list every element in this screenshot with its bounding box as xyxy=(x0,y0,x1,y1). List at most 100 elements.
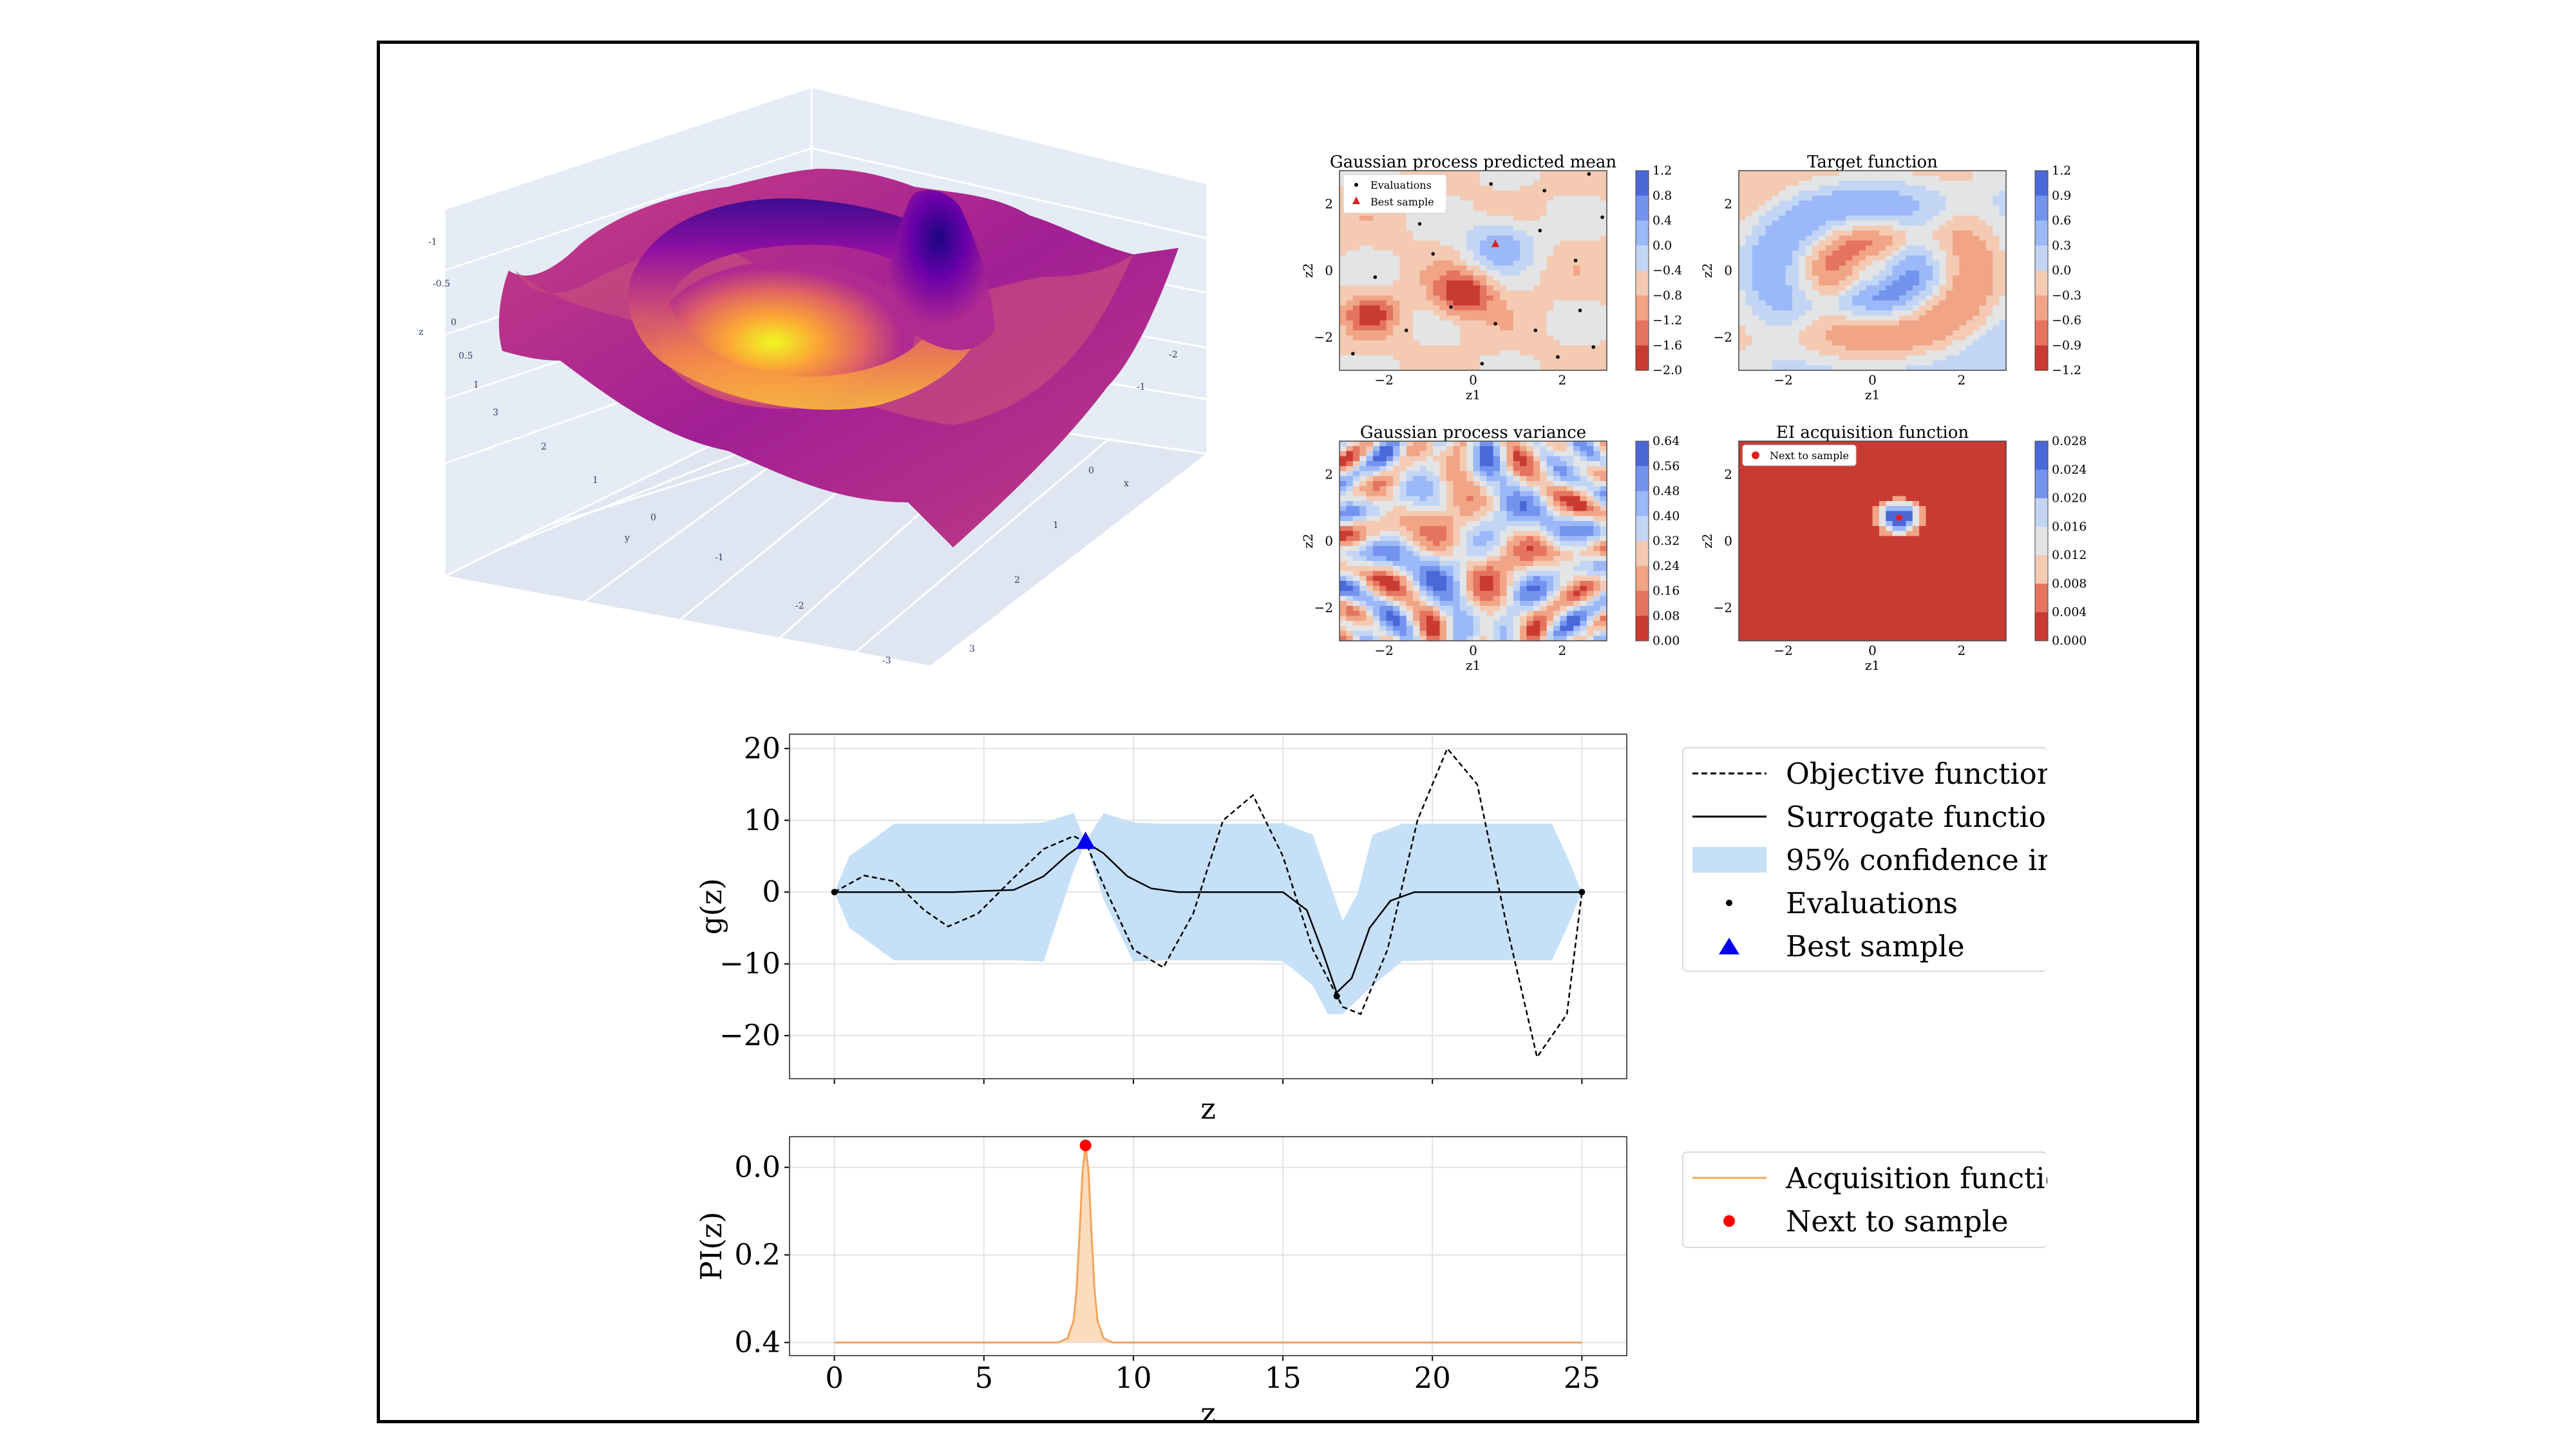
contour-cell xyxy=(1965,251,1973,256)
contour-cell xyxy=(1765,240,1773,246)
contour-cell xyxy=(1506,625,1514,632)
contour-cell xyxy=(1526,280,1534,286)
colorbar-label: 0.00 xyxy=(1653,634,1680,648)
contour-cell xyxy=(1446,456,1454,462)
contour-cell xyxy=(1473,585,1481,592)
contour-cell xyxy=(1346,451,1354,457)
contour-cell xyxy=(1453,466,1461,472)
contour-cell xyxy=(1393,585,1400,592)
contour-cell xyxy=(1819,265,1826,271)
contour-cell xyxy=(1759,220,1766,226)
contour-cell xyxy=(1825,175,1833,182)
contour-cell xyxy=(1785,280,1793,286)
contour-cell xyxy=(1973,345,1980,351)
contour-cell xyxy=(1419,441,1427,447)
contour-cell xyxy=(1419,605,1427,612)
contour-cell xyxy=(1439,541,1447,547)
contour-cell xyxy=(1600,275,1607,281)
contour-cell xyxy=(1785,171,1793,176)
contour-cell xyxy=(1993,315,2000,321)
contour-legend-box xyxy=(1343,174,1447,214)
contour-cell xyxy=(1500,350,1507,356)
contour-cell xyxy=(1832,235,1840,242)
contour-cell xyxy=(1812,280,1820,286)
contour-cell xyxy=(1446,545,1454,552)
contour-cell xyxy=(1580,171,1587,176)
contour-cell xyxy=(1426,481,1434,487)
contour-cell xyxy=(1446,466,1454,472)
contour-cell xyxy=(1886,191,1893,196)
contour-cell xyxy=(1993,345,2000,351)
contour-cell xyxy=(1839,310,1846,316)
contour-cell xyxy=(1805,191,1813,196)
contour-cell xyxy=(1779,225,1786,231)
contour-cell xyxy=(1745,195,1753,202)
contour-cell xyxy=(1366,340,1374,346)
contour-cell xyxy=(1513,300,1520,306)
contour-cell xyxy=(1899,205,1906,211)
contour-cell xyxy=(1580,516,1587,522)
contour-cell xyxy=(1566,335,1574,341)
contour-cell xyxy=(1805,260,1813,266)
contour-cell xyxy=(1799,330,1806,336)
contour-cell xyxy=(1939,205,1947,211)
contour-cell xyxy=(1993,295,2000,301)
contour-cell xyxy=(1593,625,1601,632)
contour-cell xyxy=(1352,576,1360,582)
contour-cell xyxy=(1566,305,1574,311)
contour-cell xyxy=(1859,235,1866,242)
contour-cell xyxy=(1593,215,1601,222)
contour-cell xyxy=(1486,526,1494,532)
contour-cell xyxy=(1573,255,1581,261)
contour-cell xyxy=(1473,225,1481,231)
contour-cell xyxy=(1419,571,1427,576)
contour-cell xyxy=(1479,191,1487,196)
contour-cell xyxy=(1739,561,1746,567)
contour-cell xyxy=(1745,265,1753,271)
contour-cell xyxy=(1899,330,1906,336)
contour-cell xyxy=(1912,335,1920,341)
contour-cell xyxy=(1600,280,1607,286)
contour-cell xyxy=(1812,171,1820,176)
contour-cell xyxy=(1560,305,1567,311)
contour-cell xyxy=(1473,561,1481,567)
contour-cell xyxy=(1439,491,1447,497)
contour-cell xyxy=(1479,516,1487,522)
contour-cell xyxy=(1593,285,1601,291)
contour-cell xyxy=(1372,260,1380,266)
contour-cell xyxy=(1340,611,1347,616)
contour-cell xyxy=(1379,340,1387,346)
contour-cell xyxy=(1486,471,1494,477)
contour-cell xyxy=(1340,466,1347,472)
contour-cell xyxy=(1739,526,1746,532)
contour-cell xyxy=(1846,180,1853,186)
contour-cell xyxy=(1500,235,1507,242)
contour-cell xyxy=(1466,571,1474,576)
contour-cell xyxy=(1866,305,1873,311)
contour-cell xyxy=(1426,466,1434,472)
contour-cell xyxy=(1946,191,1953,196)
contour-cell xyxy=(1359,441,1367,447)
contour-cell xyxy=(1386,506,1394,512)
contour-cell xyxy=(1973,191,1980,196)
contour-cell xyxy=(1560,501,1567,507)
contour-cell xyxy=(1446,260,1454,266)
contour-cell xyxy=(1899,275,1906,281)
contour-cell xyxy=(1520,630,1528,636)
contour-cell xyxy=(1446,601,1454,607)
contour-cell xyxy=(1433,506,1441,512)
contour-cell xyxy=(1745,200,1753,206)
contour-cell xyxy=(1340,591,1347,596)
surface-3d-plot[interactable]: -1 -0.5 0 0.5 1 z 3 2 1 0 -1 -2 -3 y -2 … xyxy=(386,71,1288,696)
contour-cell xyxy=(1560,531,1567,536)
contour-cell xyxy=(1346,220,1354,226)
contour-cell xyxy=(1566,446,1574,452)
contour-cell xyxy=(1979,175,1987,182)
contour-cell xyxy=(1999,171,2007,176)
contour-cell xyxy=(1453,310,1461,316)
contour-cell xyxy=(1593,330,1601,336)
contour-cell xyxy=(1419,231,1427,236)
contour-cell xyxy=(1899,240,1906,246)
contour-cell xyxy=(1546,290,1554,296)
contour-cell xyxy=(1985,315,1993,321)
